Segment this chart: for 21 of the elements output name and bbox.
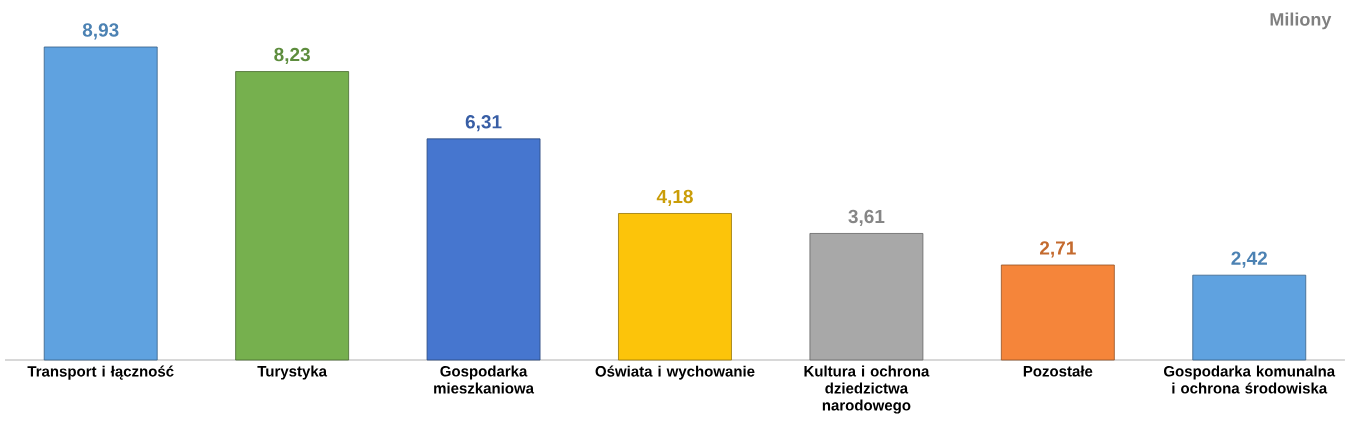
bar [426, 138, 541, 361]
x-tick-label: Transport i łączność [27, 365, 174, 380]
y-axis-title: Miliony [1270, 12, 1332, 30]
data-label: 2,42 [1231, 251, 1267, 268]
x-tick-label: Oświata i wychowanie [595, 365, 755, 380]
x-tick-label: Turystyka [257, 365, 328, 380]
data-label: 6,31 [465, 115, 502, 132]
bar [235, 71, 350, 361]
data-label: 8,93 [82, 23, 119, 40]
bar [1192, 274, 1307, 361]
x-tick-label: Gospodarka komunalna i ochrona środowiska [1164, 365, 1336, 394]
x-tick-label: Gospodarka mieszkaniowa [434, 365, 535, 394]
bar [618, 213, 732, 361]
data-label: 8,23 [274, 47, 310, 64]
x-tick-label: Pozostałe [1023, 365, 1093, 377]
data-label: 3,61 [848, 209, 885, 226]
data-label: 4,18 [656, 189, 693, 206]
bar [1000, 264, 1115, 361]
x-tick-label: Kultura i ochrona dziedzictwa narodowego [804, 365, 930, 414]
bar [43, 46, 158, 361]
data-label: 2,71 [1040, 241, 1076, 258]
